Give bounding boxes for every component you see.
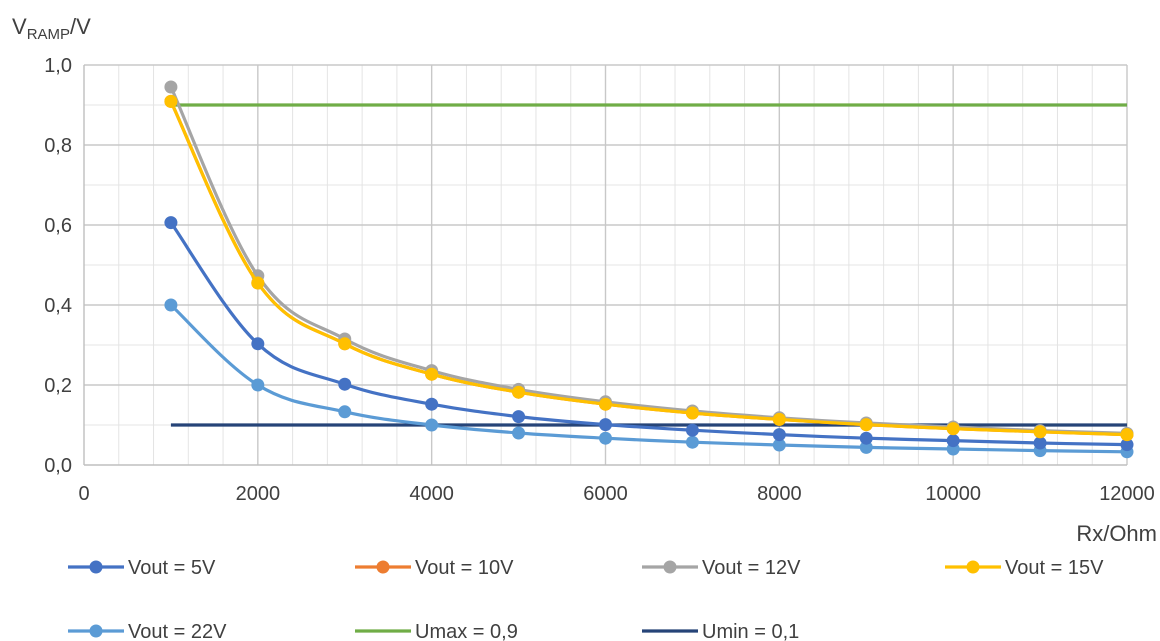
data-point (772, 428, 786, 442)
data-point (425, 418, 439, 432)
y-tick-label: 0,4 (44, 295, 72, 317)
legend-item-umin-0-1: Umin = 0,1 (642, 621, 799, 641)
series-line (169, 86, 1128, 435)
data-point (1120, 428, 1134, 442)
x-tick-label: 2000 (236, 483, 281, 505)
data-point (338, 377, 352, 391)
legend-swatch-marker (663, 560, 677, 574)
y-tick-label: 0,6 (44, 215, 72, 237)
y-axis-title: VRAMP/V (12, 14, 91, 43)
data-point (946, 422, 960, 436)
data-point (251, 337, 265, 351)
legend-item-vout-15v: Vout = 15V (945, 557, 1104, 579)
legend-swatch-marker (966, 560, 980, 574)
legend-label: Vout = 12V (702, 557, 801, 579)
y-tick-label: 0,0 (44, 455, 72, 477)
data-point (251, 276, 265, 290)
legend-item-vout-22v: Vout = 22V (68, 621, 227, 641)
data-point (859, 418, 873, 432)
axes: 0 2000 4000 6000 8000 10000 12000 0,0 0,2 0,4 0,6 0… (44, 55, 1155, 505)
data-point (685, 423, 699, 437)
data-point (946, 434, 960, 448)
data-point (859, 431, 873, 445)
data-point (164, 94, 178, 108)
data-point (1033, 436, 1047, 450)
legend-label: Umin = 0,1 (702, 621, 799, 641)
legend-swatch-marker (89, 560, 103, 574)
legend-label: Umax = 0,9 (415, 621, 518, 641)
data-point (1120, 438, 1134, 452)
series-vout-15v (164, 94, 1134, 442)
legend-item-vout-12v: Vout = 12V (642, 557, 801, 579)
x-tick-label: 10000 (925, 483, 981, 505)
x-tick-label: 12000 (1099, 483, 1155, 505)
y-tick-label: 1,0 (44, 55, 72, 77)
data-point (599, 431, 612, 445)
y-tick-label: 0,2 (44, 375, 72, 397)
x-tick-label: 8000 (757, 483, 802, 505)
data-point (512, 410, 526, 424)
data-point (251, 378, 265, 392)
data-point (685, 406, 699, 420)
data-point (599, 418, 612, 432)
data-point (512, 426, 526, 440)
data-point (685, 435, 699, 449)
series-line (169, 221, 1128, 447)
data-point (338, 405, 352, 419)
legend-item-vout-5v: Vout = 5V (68, 557, 216, 579)
legend-label: Vout = 10V (415, 557, 514, 579)
legend: Vout = 5V Vout = 10V Vout = 12V Vout = 15V V… (68, 557, 1104, 641)
data-point (859, 440, 873, 454)
data-point (425, 367, 439, 381)
data-point (164, 80, 178, 94)
y-tick-label: 0,8 (44, 135, 72, 157)
legend-label: Vout = 5V (128, 557, 216, 579)
data-point (772, 438, 786, 452)
data-point (164, 298, 178, 312)
legend-label: Vout = 22V (128, 621, 227, 641)
series-vout-5v (164, 216, 1134, 452)
data-point (425, 397, 439, 411)
x-tick-label: 6000 (583, 483, 628, 505)
legend-label: Vout = 15V (1005, 557, 1104, 579)
data-point (164, 216, 178, 230)
legend-swatch-marker (89, 624, 103, 638)
legend-item-umax-0-9: Umax = 0,9 (355, 621, 518, 641)
series-line (169, 303, 1128, 454)
legend-item-vout-10v: Vout = 10V (355, 557, 514, 579)
data-point (1033, 425, 1047, 439)
data-point (338, 337, 352, 351)
data-point (599, 397, 612, 411)
x-axis-title: Rx/Ohm (1076, 521, 1157, 546)
data-point (512, 385, 526, 399)
data-point (772, 412, 786, 426)
series-layer (164, 80, 1134, 459)
x-tick-label: 0 (78, 483, 89, 505)
x-tick-label: 4000 (409, 483, 454, 505)
legend-swatch-marker (376, 560, 390, 574)
